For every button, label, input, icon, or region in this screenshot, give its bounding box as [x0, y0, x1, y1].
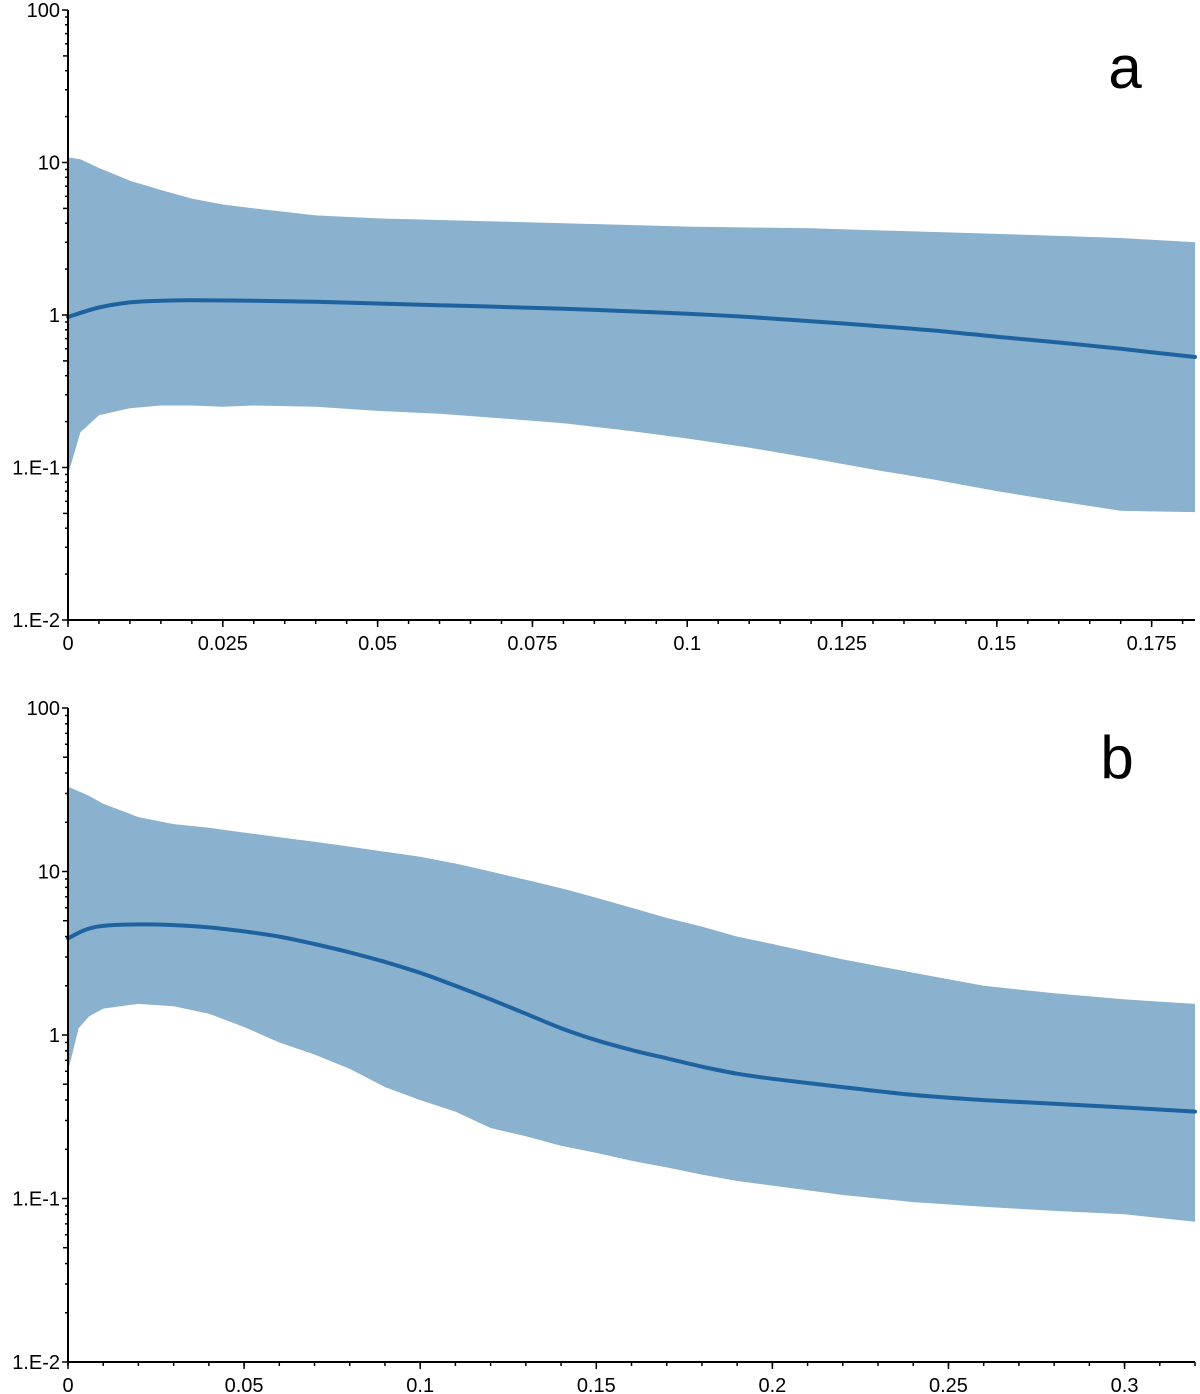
y-tick-label: 1.E-1: [12, 458, 60, 480]
y-tick-label: 1.E-2: [12, 610, 60, 632]
y-tick-label: 1: [49, 1025, 60, 1047]
x-tick-label: 0.075: [507, 633, 557, 655]
x-tick-label: 0.025: [198, 633, 248, 655]
y-tick-label: 100: [27, 698, 60, 720]
chart-panel-b: 1.E-2 1.E-1 1 10 100 0 0.05 0.1 0.15 0.2 0.25 0.3 b: [12, 698, 1197, 1394]
x-tick-label: 0.05: [225, 1375, 264, 1394]
x-tick-label: 0: [62, 1375, 73, 1394]
y-tick-label: 10: [38, 153, 60, 175]
x-tick-label: 0.15: [977, 633, 1016, 655]
y-tick-label: 1.E-2: [12, 1352, 60, 1374]
confidence-band: [68, 157, 1195, 513]
y-tick-label: 1.E-1: [12, 1189, 60, 1211]
x-tick-label: 0.1: [673, 633, 701, 655]
confidence-band: [68, 786, 1195, 1222]
x-tick-label: 0.2: [758, 1375, 786, 1394]
mean-line: [66, 922, 1197, 1114]
x-tick-label: 0.25: [929, 1375, 968, 1394]
x-tick-label: 0.3: [1111, 1375, 1139, 1394]
x-tick-label: 0.125: [817, 633, 867, 655]
panel-label: b: [1100, 724, 1133, 791]
x-tick-label: 0.15: [577, 1375, 616, 1394]
y-tick-label: 100: [27, 0, 60, 22]
mean-line: [66, 298, 1197, 359]
y-tick-label: 10: [38, 862, 60, 884]
y-tick-label: 1: [49, 305, 60, 327]
panel-label: a: [1108, 34, 1142, 101]
x-tick-label: 0.1: [406, 1375, 434, 1394]
x-tick-label: 0: [62, 633, 73, 655]
x-tick-label: 0.175: [1127, 633, 1177, 655]
chart-panel-a: 1.E-2 1.E-1 1 10 100 0 0.025 0.05 0.075 0.1 0.125 0…: [12, 0, 1197, 655]
x-tick-label: 0.05: [358, 633, 397, 655]
